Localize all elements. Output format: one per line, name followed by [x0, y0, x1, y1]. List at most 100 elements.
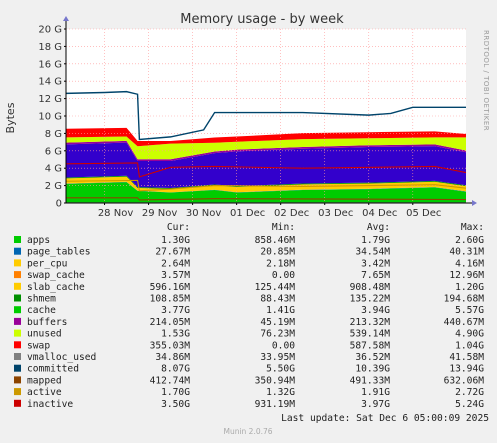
- legend-swatch: [14, 353, 21, 360]
- legend-value-avg: 34.54M: [355, 247, 390, 258]
- legend-value-max: 1.20G: [455, 282, 484, 293]
- y-axis-arrow: [63, 16, 69, 21]
- legend-value-avg: 10.39G: [355, 364, 390, 375]
- legend-value-cur: 34.86M: [155, 352, 190, 363]
- legend-value-avg: 491.33M: [350, 375, 391, 386]
- legend-value-min: 33.95M: [260, 352, 295, 363]
- legend-value-min: 20.85M: [260, 247, 295, 258]
- legend-value-avg: 3.94G: [361, 305, 390, 316]
- y-tick-label: 2 G: [45, 181, 62, 192]
- legend-name: shmem: [27, 294, 56, 305]
- legend-value-min: 76.23M: [260, 329, 295, 340]
- area-slab-cache: [66, 176, 466, 193]
- legend-value-min: 45.19M: [260, 317, 295, 328]
- legend-value-min: 2.18M: [266, 258, 295, 269]
- legend-value-min: 125.44M: [255, 282, 296, 293]
- legend-header: Avg:: [367, 222, 390, 233]
- legend-value-cur: 8.07G: [161, 364, 190, 375]
- legend-value-min: 5.50G: [266, 364, 295, 375]
- legend-swatch: [14, 236, 21, 243]
- legend-value-cur: 3.77G: [161, 305, 190, 316]
- y-tick-label: 18 G: [38, 42, 62, 53]
- legend-value-avg: 36.52M: [355, 352, 390, 363]
- last-update: Last update: Sat Dec 6 05:00:09 2025: [281, 413, 489, 424]
- legend-name: page_tables: [27, 247, 91, 258]
- munin-version: Munin 2.0.76: [223, 427, 272, 436]
- area-unused: [66, 136, 466, 160]
- legend-value-max: 41.58M: [449, 352, 484, 363]
- line-mapped: [66, 197, 467, 201]
- legend-value-min: 88.43M: [260, 294, 295, 305]
- legend-value-avg: 908.48M: [350, 282, 391, 293]
- x-axis-arrow: [472, 200, 477, 206]
- legend-value-min: 0.00: [272, 270, 295, 281]
- legend-swatch: [14, 247, 21, 255]
- legend-value-min: 0.00: [272, 340, 295, 351]
- y-tick-label: 8 G: [45, 129, 62, 140]
- legend-name: active: [27, 387, 62, 398]
- y-tick-label: 6 G: [45, 146, 62, 157]
- x-tick-label: 04 Dec: [362, 208, 397, 219]
- legend-value-max: 40.31M: [449, 247, 484, 258]
- legend-name: per_cpu: [27, 258, 67, 269]
- y-tick-label: 0: [56, 199, 62, 210]
- legend-swatch: [14, 282, 21, 290]
- area-buffers: [66, 140, 466, 162]
- line-committed: [65, 90, 466, 141]
- legend-value-cur: 214.05M: [150, 317, 191, 328]
- legend-value-cur: 596.16M: [150, 282, 191, 293]
- legend-value-max: 12.96M: [449, 270, 484, 281]
- legend-value-cur: 2.64M: [161, 258, 190, 269]
- legend-swatch: [14, 294, 21, 302]
- legend-value-max: 2.72G: [455, 387, 484, 398]
- rrdtool-watermark: RRDTOOL / TOBI OETIKER: [482, 30, 490, 131]
- legend-value-cur: 1.70G: [161, 387, 190, 398]
- legend-swatch: [14, 388, 21, 396]
- legend-value-avg: 135.22M: [350, 294, 391, 305]
- chart-title: Memory usage - by week: [180, 12, 344, 27]
- legend-value-min: 1.41G: [266, 305, 295, 316]
- y-tick-label: 12 G: [38, 94, 62, 105]
- x-tick-label: 28 Nov: [98, 208, 134, 219]
- line-active: [65, 179, 467, 192]
- legend-value-avg: 213.32M: [350, 317, 391, 328]
- x-tick-label: 30 Nov: [186, 208, 222, 219]
- legend-swatch: [14, 364, 21, 372]
- legend-value-max: 194.68M: [444, 294, 485, 305]
- legend-value-avg: 3.97G: [361, 399, 390, 410]
- legend-value-avg: 7.65M: [361, 270, 390, 281]
- legend-value-max: 440.67M: [444, 317, 485, 328]
- legend-value-min: 931.19M: [255, 399, 296, 410]
- area-apps: [66, 182, 466, 203]
- x-tick-label: 29 Nov: [142, 208, 178, 219]
- legend-value-max: 632.06M: [444, 375, 485, 386]
- legend-name: swap_cache: [27, 270, 85, 281]
- legend-value-max: 5.57G: [455, 305, 484, 316]
- legend-name: inactive: [27, 399, 73, 410]
- axes: 0 2 G 4 G 6 G 8 G 10 G 12 G 14 G 16 G 18 G 20 G 28 …: [38, 16, 477, 219]
- x-tick-label: 01 Dec: [230, 208, 265, 219]
- legend-value-cur: 355.03M: [150, 340, 191, 351]
- x-tick-label: 02 Dec: [274, 208, 309, 219]
- legend-swatch: [14, 271, 21, 279]
- y-tick-label: 20 G: [38, 25, 62, 36]
- stacked-areas: [66, 127, 466, 203]
- legend-value-min: 858.46M: [255, 235, 296, 246]
- legend-swatch: [14, 259, 21, 267]
- legend-value-avg: 587.58M: [350, 340, 391, 351]
- legend-name: buffers: [27, 317, 67, 328]
- area-shmem: [66, 175, 466, 189]
- legend-swatch: [14, 341, 21, 349]
- legend-header: Cur:: [167, 222, 190, 233]
- legend-swatch: [14, 317, 21, 325]
- legend-value-avg: 539.14M: [350, 329, 391, 340]
- legend-swatch: [14, 329, 21, 337]
- legend-value-max: 13.94G: [449, 364, 484, 375]
- legend-name: committed: [27, 364, 79, 375]
- legend-name: slab_cache: [27, 282, 85, 293]
- legend-header: Min:: [272, 222, 295, 233]
- legend-value-min: 350.94M: [255, 375, 296, 386]
- area-cache: [66, 142, 466, 188]
- legend-value-max: 4.16M: [455, 258, 484, 269]
- legend-value-cur: 27.67M: [155, 247, 190, 258]
